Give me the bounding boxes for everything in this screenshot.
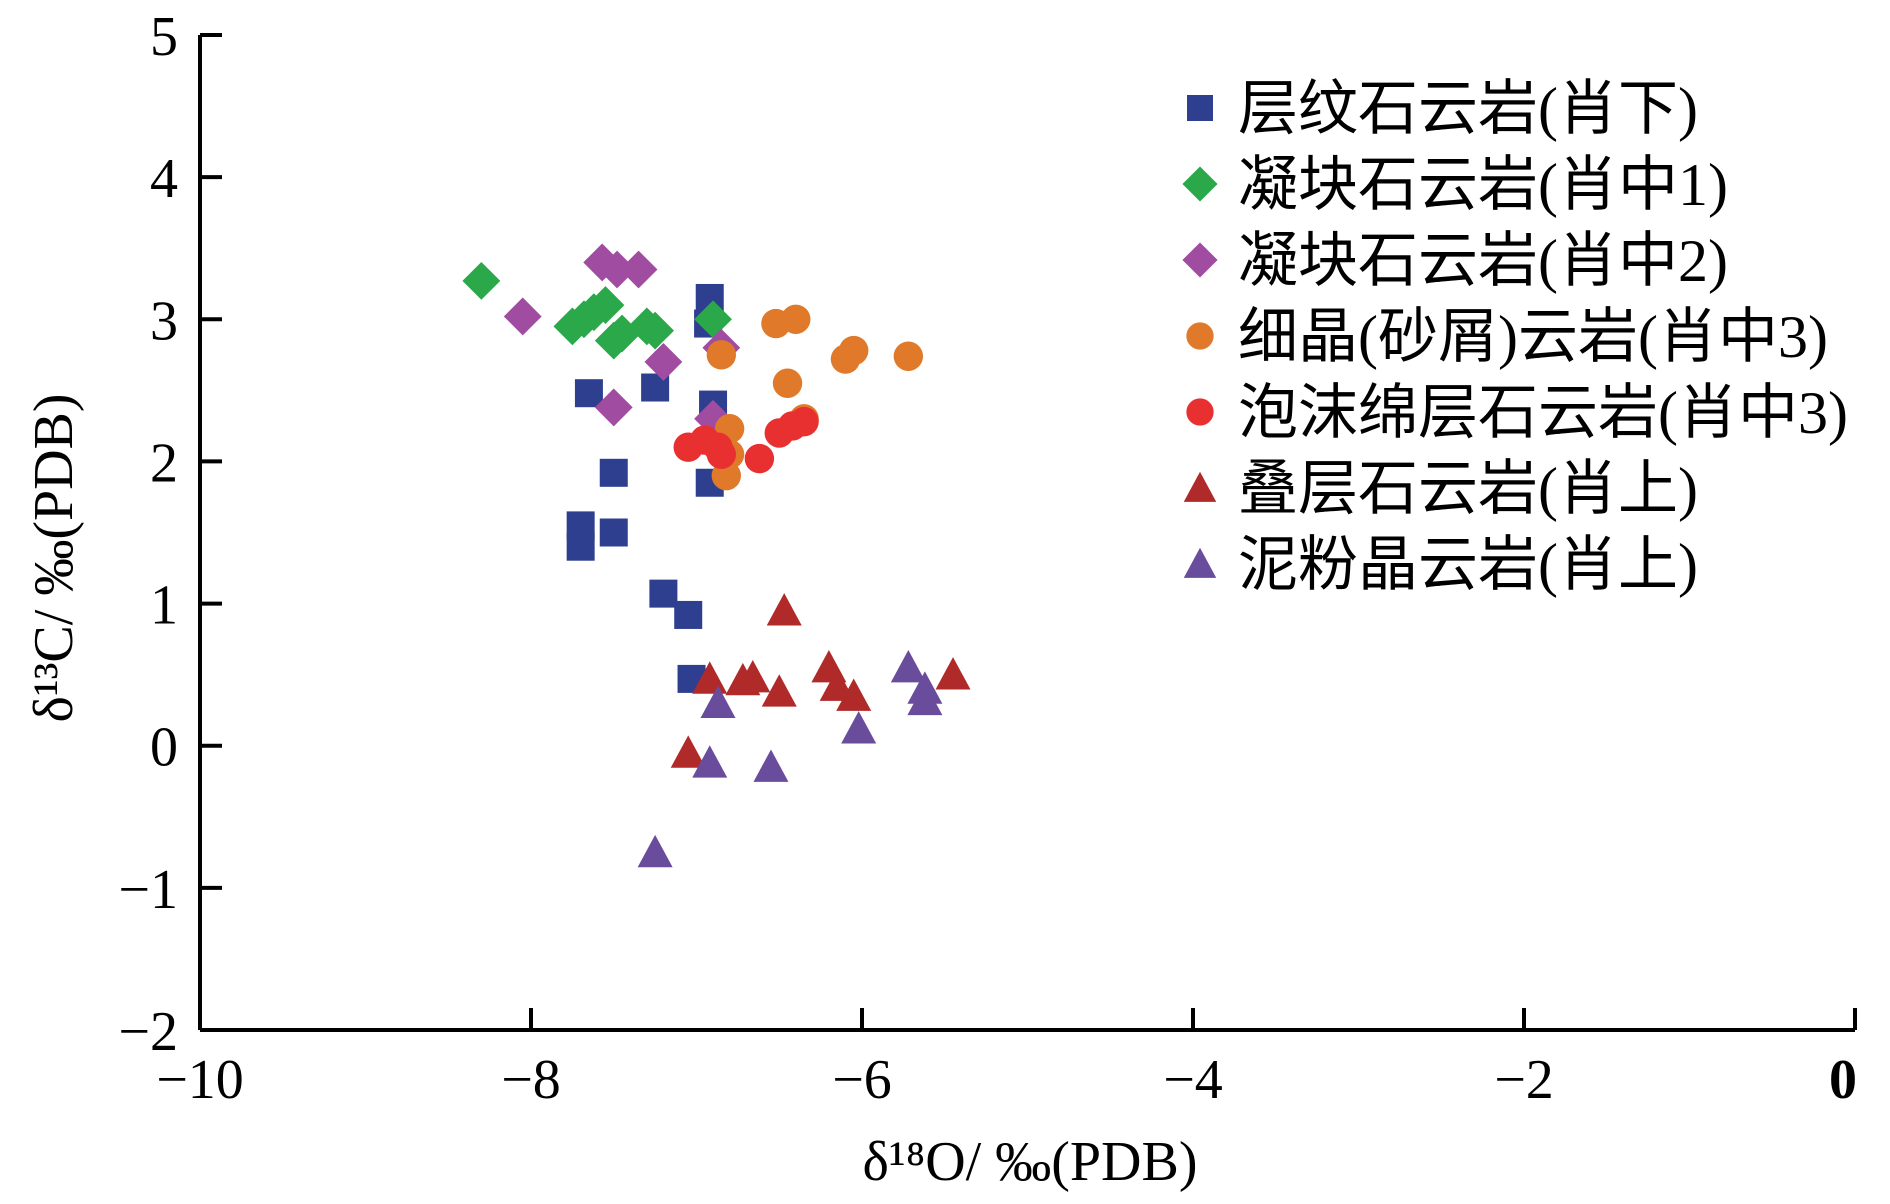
data-point-series-3	[503, 297, 542, 336]
data-point-series-7	[692, 745, 728, 778]
data-point-series-7	[890, 650, 926, 683]
legend-marker-4	[1186, 322, 1214, 350]
legend-label-4: 细晶(砂屑)云岩(肖中3)	[1238, 304, 1828, 370]
data-point-series-7	[637, 834, 673, 868]
y-tick-label: 4	[150, 148, 178, 210]
x-tick-label: −4	[1163, 1049, 1223, 1111]
data-point-series-1	[574, 379, 603, 408]
legend-label-1: 层纹石云岩(肖下)	[1238, 76, 1698, 142]
y-tick-label: 2	[150, 432, 178, 494]
y-tick-label: 3	[150, 290, 178, 352]
legend-label-6: 叠层石云岩(肖上)	[1238, 456, 1698, 522]
data-point-series-5	[789, 406, 819, 437]
data-point-series-2	[586, 286, 625, 324]
data-point-series-7	[907, 682, 943, 716]
data-point-series-7	[841, 711, 877, 744]
x-tick-label: −10	[156, 1049, 244, 1111]
data-point-series-6	[692, 661, 728, 694]
data-point-series-4	[839, 335, 869, 366]
data-point-series-1	[599, 458, 628, 487]
data-point-series-4	[781, 304, 811, 334]
data-point-series-4	[893, 341, 924, 371]
x-tick-label: −6	[832, 1049, 892, 1111]
legend-marker-3	[1182, 242, 1218, 278]
legend-label-2: 凝块石云岩(肖中1)	[1238, 152, 1728, 218]
legend-marker-2	[1182, 166, 1218, 202]
data-point-series-2	[694, 300, 732, 339]
data-point-series-3	[594, 388, 633, 427]
data-point-series-6	[761, 674, 797, 707]
data-point-series-6	[935, 657, 971, 690]
data-point-series-1	[649, 579, 678, 608]
data-point-series-3	[644, 343, 683, 381]
y-tick-label: 5	[150, 6, 178, 68]
legend-label-7: 泥粉晶云岩(肖上)	[1238, 532, 1698, 598]
legend-marker-5	[1186, 398, 1214, 426]
data-point-series-4	[706, 340, 737, 370]
legend-label-5: 泡沫绵层石云岩(肖中3)	[1238, 380, 1848, 446]
y-tick-label: 0	[150, 717, 178, 779]
data-point-series-1	[674, 600, 703, 629]
data-point-series-2	[636, 311, 675, 350]
data-point-series-5	[744, 443, 775, 474]
data-point-series-4	[772, 368, 803, 398]
x-axis-label: δ¹⁸O/ ‰(PDB)	[863, 1131, 1198, 1193]
data-point-series-6	[819, 668, 855, 701]
x-tick-label: −8	[501, 1049, 561, 1111]
data-point-series-6	[766, 593, 802, 626]
data-point-series-1	[599, 518, 628, 547]
legend-marker-6	[1183, 471, 1217, 502]
data-point-series-6	[836, 678, 872, 711]
data-point-series-3	[598, 250, 636, 289]
data-point-series-6	[735, 659, 771, 693]
x-tick-label: −2	[1494, 1049, 1554, 1111]
data-point-series-3	[619, 250, 658, 289]
data-point-series-5	[706, 439, 737, 470]
legend-marker-7	[1183, 547, 1217, 578]
y-tick-label: −1	[118, 859, 178, 921]
data-point-series-2	[462, 262, 501, 300]
x-tick-label: 0	[1829, 1049, 1857, 1111]
data-point-series-7	[753, 749, 789, 782]
data-point-series-7	[700, 685, 736, 718]
y-axis-label: δ¹³C/ ‰(PDB)	[23, 393, 85, 722]
data-point-series-1	[566, 532, 595, 561]
data-points	[462, 243, 971, 868]
legend-marker-1	[1187, 95, 1213, 121]
data-point-series-6	[670, 735, 706, 768]
legend: 层纹石云岩(肖下) 凝块石云岩(肖中1) 凝块石云岩(肖中2) 细晶(砂屑)云岩(肖中…	[1182, 76, 1848, 598]
y-tick-label: −2	[118, 1001, 178, 1063]
y-tick-label: 1	[150, 575, 178, 637]
legend-label-3: 凝块石云岩(肖中2)	[1238, 228, 1728, 294]
